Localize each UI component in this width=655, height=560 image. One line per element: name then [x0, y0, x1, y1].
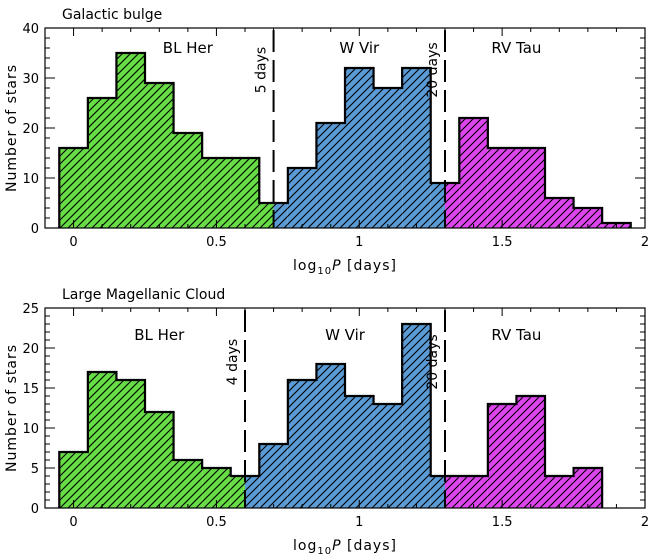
- x-tick-label: 2: [641, 515, 649, 530]
- x-tick-label: 1: [355, 235, 363, 250]
- histogram-bar: [402, 324, 431, 508]
- panel-title: Galactic bulge: [62, 7, 162, 23]
- boundary-label: 20 days: [425, 42, 441, 97]
- x-tick-label: 0.5: [206, 515, 227, 530]
- histogram-bar: [516, 148, 545, 228]
- histogram-bar: [245, 476, 260, 508]
- boundary-label: 4 days: [225, 339, 241, 385]
- histogram-outline: [58, 51, 632, 228]
- histogram-bar: [573, 468, 603, 508]
- histogram-bar: [316, 364, 345, 508]
- panel-title: Large Magellanic Cloud: [62, 287, 225, 303]
- histogram-bar: [230, 476, 245, 508]
- histogram-bar: [202, 158, 231, 228]
- histogram-bar: [545, 198, 574, 228]
- y-tick-label: 10: [22, 172, 39, 187]
- histogram-bar: [345, 68, 374, 228]
- histogram-outline: [58, 322, 604, 508]
- x-tick-label: 0: [69, 515, 77, 530]
- x-tick-label: 1.5: [492, 515, 513, 530]
- histogram-bar: [402, 68, 431, 228]
- y-tick-label: 15: [22, 382, 39, 397]
- y-tick-label: 5: [31, 462, 39, 477]
- x-axis-label: log10P [days]: [293, 258, 397, 277]
- y-tick-label: 40: [22, 22, 39, 37]
- class-label: W Vir: [325, 326, 366, 344]
- histogram-bar: [116, 380, 145, 508]
- histogram-bar: [173, 133, 203, 228]
- y-tick-label: 20: [22, 122, 39, 137]
- histogram-bar: [145, 83, 174, 228]
- histogram-bar: [173, 460, 203, 508]
- y-axis-label: Number of stars: [4, 64, 20, 192]
- y-tick-label: 25: [22, 302, 39, 317]
- class-label: RV Tau: [491, 326, 541, 344]
- x-axis-label: log10P [days]: [293, 538, 397, 557]
- histogram-bar: [445, 476, 460, 508]
- histogram-bar: [287, 380, 317, 508]
- boundary-label: 5 days: [254, 47, 270, 93]
- histogram-bar: [116, 53, 145, 228]
- y-tick-label: 0: [31, 502, 39, 517]
- x-tick-label: 0: [69, 235, 77, 250]
- histogram-bar: [545, 476, 574, 508]
- histogram-bar: [59, 452, 88, 508]
- histogram-bar: [273, 203, 288, 228]
- y-axis-label: Number of stars: [4, 344, 20, 472]
- plot-frame: [44, 307, 646, 509]
- class-label: BL Her: [163, 39, 214, 57]
- histogram-bar: [259, 444, 288, 508]
- class-label: RV Tau: [491, 39, 541, 57]
- histogram-bar: [87, 98, 117, 228]
- histogram-bar: [287, 168, 317, 228]
- histogram-bar: [230, 158, 260, 228]
- x-tick-label: 1.5: [492, 235, 513, 250]
- histogram-bar: [487, 404, 517, 508]
- histogram-bar: [487, 148, 517, 228]
- y-tick-label: 10: [22, 422, 39, 437]
- histogram-bar: [459, 476, 488, 508]
- x-tick-label: 2: [641, 235, 649, 250]
- histogram-bar: [259, 203, 274, 228]
- histogram-bar: [516, 396, 545, 508]
- histogram-bar: [373, 88, 403, 228]
- histogram-bar: [316, 123, 345, 228]
- histogram-bar: [459, 118, 488, 228]
- histogram-bar: [59, 148, 88, 228]
- histogram-bar: [373, 404, 403, 508]
- histogram-bar: [430, 476, 445, 508]
- histogram-bar: [430, 183, 445, 228]
- histogram-bar: [87, 372, 117, 508]
- class-label: W Vir: [339, 39, 380, 57]
- y-tick-label: 30: [22, 72, 39, 87]
- histogram-bar: [573, 208, 603, 228]
- x-tick-label: 0.5: [206, 235, 227, 250]
- y-tick-label: 0: [31, 222, 39, 237]
- histogram-bar: [145, 412, 174, 508]
- histogram-bar: [345, 396, 374, 508]
- histogram-bar: [445, 183, 460, 228]
- y-tick-label: 20: [22, 342, 39, 357]
- class-label: BL Her: [134, 326, 185, 344]
- x-tick-label: 1: [355, 515, 363, 530]
- boundary-label: 20 days: [425, 334, 441, 389]
